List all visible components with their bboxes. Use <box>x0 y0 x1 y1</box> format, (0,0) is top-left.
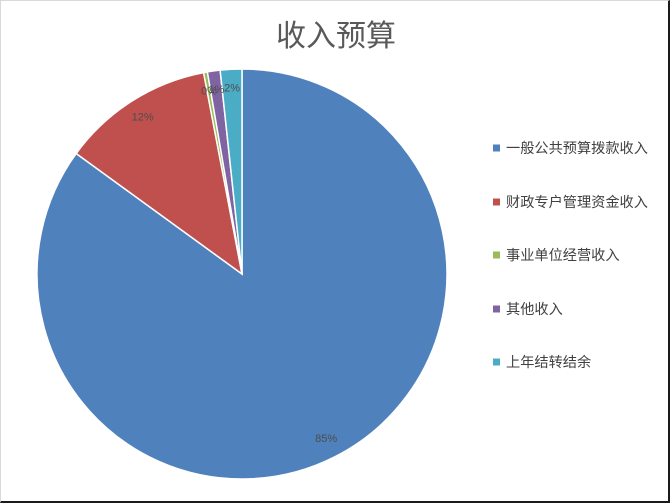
svg-text:1%: 1% <box>208 84 224 96</box>
svg-text:85%: 85% <box>315 433 337 445</box>
svg-text:12%: 12% <box>132 111 154 123</box>
svg-text:2%: 2% <box>224 83 240 95</box>
